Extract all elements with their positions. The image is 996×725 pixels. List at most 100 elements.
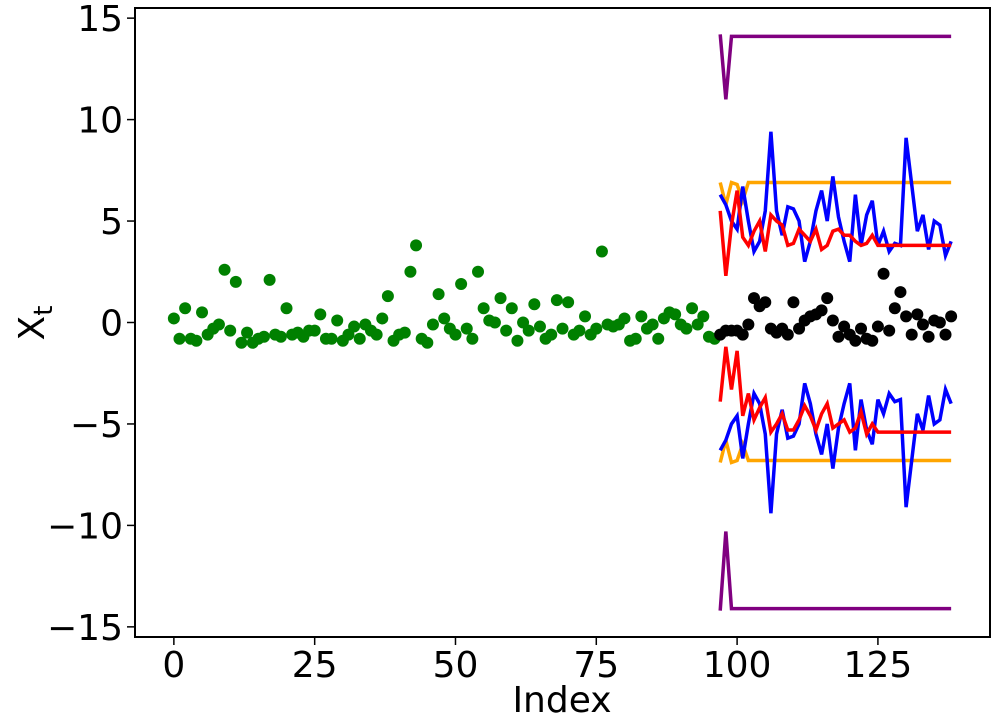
point: [652, 332, 665, 345]
point: [905, 328, 918, 341]
line: [718, 34, 952, 100]
point: [866, 334, 879, 347]
line: [718, 531, 952, 611]
point: [308, 324, 321, 337]
point: [196, 306, 209, 319]
point: [241, 326, 254, 339]
point: [618, 312, 631, 325]
point: [404, 265, 417, 278]
point: [235, 336, 248, 349]
point: [314, 308, 327, 321]
point: [911, 308, 924, 321]
plot-frame: [134, 7, 991, 638]
point: [922, 330, 935, 343]
y-tick-label: 15: [77, 0, 123, 40]
point: [432, 288, 445, 301]
point: [849, 334, 862, 347]
point: [466, 332, 479, 345]
point: [472, 265, 485, 278]
y-tick-label: −10: [47, 506, 123, 547]
line: [718, 190, 952, 277]
point: [218, 263, 231, 276]
y-tick-label: 0: [100, 304, 123, 345]
y-tick-label: −5: [70, 405, 123, 446]
point: [494, 292, 507, 305]
point: [398, 326, 411, 339]
point: [505, 302, 518, 315]
point: [545, 328, 558, 341]
point: [832, 330, 845, 343]
point: [274, 330, 287, 343]
x-tick-label: 25: [292, 645, 338, 686]
point: [877, 267, 890, 280]
point: [528, 298, 541, 311]
point: [229, 275, 242, 288]
point: [348, 320, 361, 333]
point: [190, 334, 203, 347]
point: [376, 312, 389, 325]
point: [635, 310, 648, 323]
point: [263, 273, 276, 286]
point: [381, 290, 394, 303]
point: [331, 314, 344, 327]
point: [257, 330, 270, 343]
point: [855, 322, 868, 335]
point: [590, 322, 603, 335]
point: [455, 277, 468, 290]
point: [871, 320, 884, 333]
point: [945, 310, 958, 323]
point: [742, 318, 755, 331]
point: [933, 316, 946, 329]
point: [686, 302, 699, 315]
x-tick-label: 75: [573, 645, 619, 686]
point: [550, 294, 563, 307]
point: [573, 324, 586, 337]
x-tick-label: 0: [162, 645, 185, 686]
point: [888, 302, 901, 315]
line: [718, 131, 953, 263]
point: [916, 318, 929, 331]
point: [500, 324, 513, 337]
point: [821, 292, 834, 305]
y-tick-label: 10: [77, 101, 123, 142]
point: [410, 239, 423, 252]
point: [488, 316, 501, 329]
x-axis-label: Index: [512, 680, 611, 721]
line: [718, 382, 953, 514]
y-tick-label: 5: [100, 202, 123, 243]
y-axis-label-subscript: t: [29, 306, 59, 316]
point: [787, 296, 800, 309]
point: [173, 332, 186, 345]
point: [533, 320, 546, 333]
point: [894, 286, 907, 299]
point: [212, 318, 225, 331]
point: [511, 334, 524, 347]
point: [939, 328, 952, 341]
point: [353, 332, 366, 345]
point: [325, 332, 338, 345]
point: [629, 332, 642, 345]
point: [167, 312, 180, 325]
point: [460, 322, 473, 335]
point: [224, 324, 237, 337]
point: [669, 308, 682, 321]
point: [826, 314, 839, 327]
point: [421, 336, 434, 349]
point: [736, 328, 749, 341]
line: [718, 346, 952, 439]
point: [438, 312, 451, 325]
point: [449, 328, 462, 341]
point: [280, 302, 293, 315]
point: [781, 328, 794, 341]
point: [477, 302, 490, 315]
point: [579, 310, 592, 323]
point: [522, 324, 535, 337]
point: [370, 328, 383, 341]
x-tick-label: 125: [844, 645, 913, 686]
point: [759, 296, 772, 309]
y-tick-label: −15: [47, 608, 123, 649]
point: [595, 245, 608, 258]
point: [697, 310, 710, 323]
point: [680, 322, 693, 335]
